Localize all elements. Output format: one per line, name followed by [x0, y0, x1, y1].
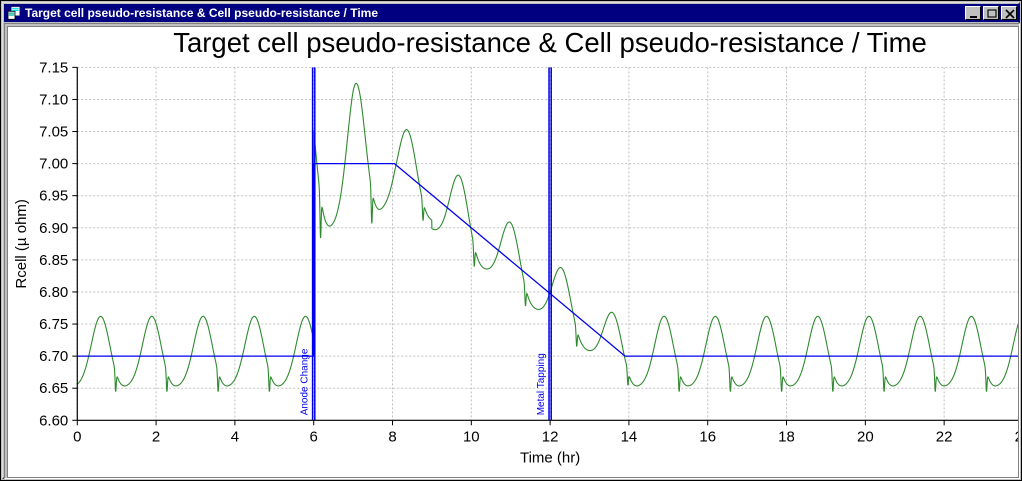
svg-text:6.60: 6.60 — [39, 412, 68, 429]
svg-text:2: 2 — [152, 428, 160, 445]
svg-text:8: 8 — [388, 428, 396, 445]
svg-text:7.00: 7.00 — [39, 156, 68, 173]
svg-text:6.95: 6.95 — [39, 188, 68, 205]
svg-text:0: 0 — [73, 428, 81, 445]
svg-text:14: 14 — [621, 428, 638, 445]
svg-text:7.05: 7.05 — [39, 124, 68, 141]
svg-text:Rcell (µ ohm): Rcell (µ ohm) — [13, 199, 30, 289]
svg-text:Metal Tapping: Metal Tapping — [536, 353, 547, 415]
svg-text:16: 16 — [699, 428, 716, 445]
svg-text:6.70: 6.70 — [39, 348, 68, 365]
svg-text:6.80: 6.80 — [39, 284, 68, 301]
svg-text:20: 20 — [857, 428, 874, 445]
svg-text:12: 12 — [542, 428, 559, 445]
svg-text:4: 4 — [231, 428, 239, 445]
svg-text:18: 18 — [778, 428, 795, 445]
svg-text:22: 22 — [936, 428, 953, 445]
svg-text:6.75: 6.75 — [39, 316, 68, 333]
svg-text:10: 10 — [463, 428, 480, 445]
svg-text:6: 6 — [310, 428, 318, 445]
svg-text:Anode Change: Anode Change — [300, 348, 311, 415]
svg-text:7.15: 7.15 — [39, 59, 68, 76]
svg-text:6.85: 6.85 — [39, 252, 68, 269]
svg-text:Time (hr): Time (hr) — [520, 449, 580, 466]
svg-text:24: 24 — [1015, 428, 1019, 445]
svg-text:6.65: 6.65 — [39, 380, 68, 397]
svg-text:6.90: 6.90 — [39, 220, 68, 237]
svg-text:7.10: 7.10 — [39, 91, 68, 108]
